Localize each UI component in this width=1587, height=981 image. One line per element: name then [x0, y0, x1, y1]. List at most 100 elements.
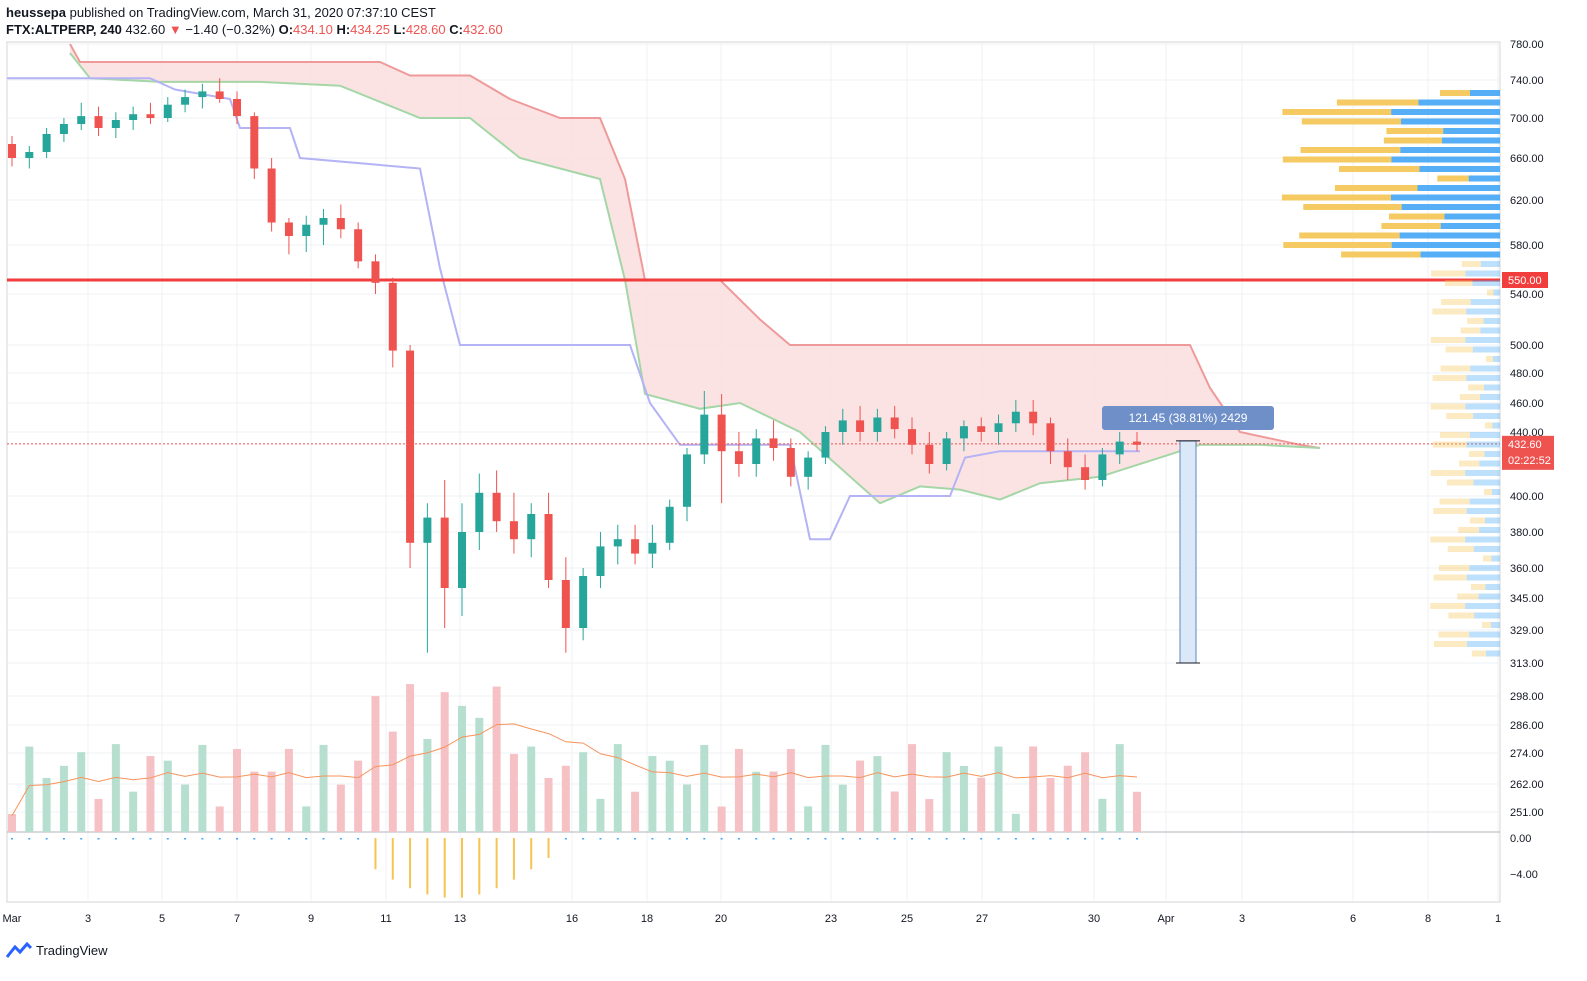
y-axis-tick-label: 274.00: [1510, 748, 1544, 760]
oscillator-dot: [1101, 838, 1104, 840]
y-axis-tick-label: 480.00: [1510, 368, 1544, 380]
volume-bar: [959, 765, 968, 832]
volume-profile-bar-up: [1483, 489, 1492, 495]
oscillator-dot: [893, 838, 896, 840]
volume-bar: [302, 806, 311, 832]
volume-profile-bar-up: [1433, 574, 1467, 581]
volume-bar: [752, 771, 761, 832]
candle-body: [233, 99, 241, 117]
oscillator-dot: [322, 838, 325, 840]
volume-profile-bar-up: [1432, 375, 1467, 381]
author-name[interactable]: heussepa: [6, 5, 66, 20]
candle-body: [1063, 451, 1072, 468]
volume-profile-bar-down: [1465, 337, 1500, 343]
x-axis-tick-label: 6: [1350, 913, 1356, 925]
volume-profile-bar-up: [1440, 432, 1471, 438]
candle-body: [631, 539, 640, 554]
volume-profile-bar-down: [1466, 375, 1500, 381]
volume-profile-bar-down: [1390, 194, 1500, 201]
x-axis-tick-label: 23: [825, 913, 837, 925]
volume-profile-bar-up: [1481, 622, 1491, 628]
volume-bar: [42, 777, 51, 832]
volume-profile-bar-up: [1388, 213, 1445, 220]
volume-profile-bar-down: [1484, 517, 1500, 524]
volume-bar: [129, 791, 138, 832]
y-axis-tick-label: 251.00: [1510, 807, 1544, 819]
volume-profile-bar-up: [1282, 156, 1392, 163]
volume-bar: [821, 744, 830, 832]
footer-brand[interactable]: TradingView: [6, 942, 108, 958]
candle-body: [561, 580, 570, 628]
volume-profile-bar-up: [1430, 603, 1466, 609]
y-axis-tick-label: 700.00: [1510, 113, 1544, 125]
candle-body: [1081, 467, 1090, 480]
volume-profile-bar-down: [1479, 460, 1500, 467]
volume-profile-bar-down: [1484, 384, 1500, 391]
volume-profile-bar-down: [1401, 204, 1500, 210]
candle-body: [302, 224, 311, 236]
oscillator-dot: [1032, 838, 1035, 840]
volume-profile-bar-up: [1301, 118, 1401, 125]
volume-bar: [838, 784, 847, 832]
candle-body: [163, 104, 172, 118]
ichimoku-span-b: [69, 43, 1321, 449]
volume-bar: [371, 696, 380, 832]
volume-profile-bar-down: [1470, 90, 1500, 96]
y-axis-tick-label: 540.00: [1510, 289, 1544, 301]
x-axis-tick-label: 11: [380, 913, 391, 925]
publish-info: heussepa published on TradingView.com, M…: [6, 5, 436, 20]
candle-body: [752, 438, 761, 464]
candle-body: [8, 144, 16, 158]
volume-profile-bar-down: [1391, 156, 1500, 163]
candle-body: [440, 517, 449, 588]
volume-profile-bar-up: [1446, 479, 1474, 486]
volume-profile-bar-down: [1478, 593, 1500, 600]
x-axis-tick-label: 5: [159, 913, 165, 925]
volume-profile-bar-up: [1282, 109, 1392, 115]
volume-profile-bar-up: [1430, 470, 1466, 476]
volume-profile-bar-up: [1432, 441, 1467, 448]
volume-bar: [163, 760, 172, 832]
candle-body: [994, 423, 1003, 432]
volume-profile-bar-up: [1470, 584, 1486, 590]
oscillator-bar: [495, 838, 498, 889]
volume-bar: [1098, 798, 1107, 832]
volume-bar: [509, 753, 518, 832]
volume-bar: [1011, 813, 1020, 832]
oscillator-dot: [686, 838, 688, 840]
volume-bar: [319, 744, 328, 832]
oscillator-dot: [859, 838, 862, 840]
volume-profile-bar-down: [1441, 137, 1500, 144]
oscillator-dot: [945, 838, 948, 840]
candle-body: [42, 134, 51, 152]
volume-bar: [59, 765, 68, 832]
candle-body: [319, 218, 328, 225]
volume-profile-bar-up: [1300, 147, 1401, 153]
volume-bar: [579, 752, 588, 832]
measure-tooltip-text: 121.45 (38.81%) 2429: [1129, 411, 1248, 425]
volume-profile-bar-up: [1457, 593, 1479, 600]
volume-bar: [423, 739, 432, 832]
osc-axis-tick-label: 0.00: [1510, 833, 1531, 845]
volume-profile-bar-up: [1430, 536, 1466, 543]
volume-profile-bar-up: [1441, 299, 1471, 305]
candle-body: [942, 438, 951, 464]
volume-profile-bar-down: [1469, 565, 1500, 571]
candle-body: [475, 492, 484, 532]
y-axis-tick-label: 298.00: [1510, 691, 1544, 703]
volume-profile-bar-down: [1473, 413, 1500, 419]
symbol-label[interactable]: FTX:ALTPERP, 240: [6, 22, 122, 37]
x-axis-tick-label: 20: [715, 913, 727, 925]
candle-body: [284, 222, 293, 236]
candle-body: [509, 521, 518, 540]
y-axis-tick-label: 740.00: [1510, 75, 1544, 87]
candle-body: [700, 414, 709, 455]
candle-body: [873, 417, 882, 432]
candle-body: [492, 492, 501, 522]
candle-body: [665, 506, 674, 543]
oscillator-dot: [564, 838, 567, 840]
volume-profile-bar-down: [1491, 555, 1500, 562]
volume-profile-bar-down: [1479, 527, 1500, 533]
x-axis-tick-label: 30: [1088, 913, 1100, 925]
